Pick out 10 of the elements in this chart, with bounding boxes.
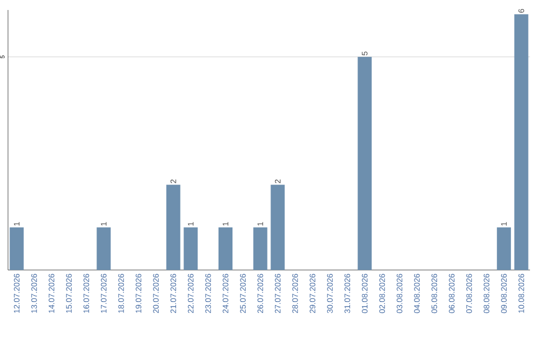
bar bbox=[166, 184, 180, 270]
bar bbox=[514, 14, 528, 270]
bar bbox=[270, 184, 285, 270]
bar bbox=[253, 227, 268, 270]
bar bbox=[358, 56, 372, 270]
bar bbox=[10, 227, 24, 270]
bar bbox=[184, 227, 198, 270]
bar bbox=[218, 227, 233, 270]
bar bbox=[96, 227, 111, 270]
bar bbox=[496, 227, 511, 270]
